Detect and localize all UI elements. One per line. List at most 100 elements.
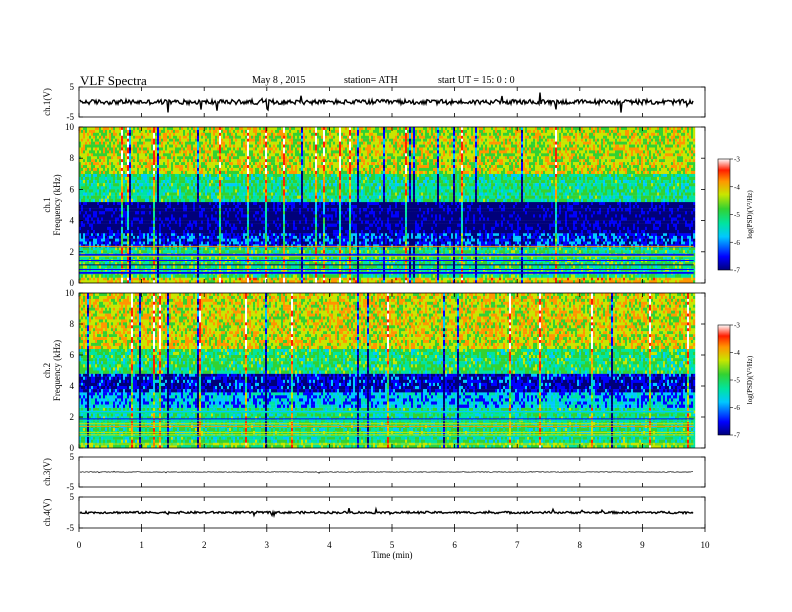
- ch1-spectrogram-cell: [81, 177, 83, 180]
- ch1-spectrogram-cell: [95, 236, 97, 239]
- ch1-spectrogram-cell: [89, 242, 91, 245]
- ch1-spectrogram-cell: [117, 180, 119, 183]
- ch1-spectrogram-cell: [119, 196, 121, 199]
- ch1-spectrogram-cell: [83, 247, 85, 250]
- ch1-spectrogram-cell: [119, 205, 121, 208]
- ch1-spectrogram-cell: [83, 199, 85, 202]
- ch1-spectrogram-cell: [113, 227, 115, 230]
- ch1-spectrogram-cell: [99, 133, 101, 136]
- ch1-spectrogram-cell: [93, 278, 95, 281]
- ch1-spectrogram-cell: [107, 165, 109, 168]
- ch1-spectrogram-cell: [103, 180, 105, 183]
- ch1-spectrogram-cell: [101, 217, 103, 220]
- ch1-spectrogram-cell: [101, 205, 103, 208]
- ch1-spectrogram-cell: [83, 221, 85, 224]
- ch1-spectrogram-cell: [89, 156, 91, 159]
- ch1-spectrogram-cell: [105, 217, 107, 220]
- ch1-spectrogram-cell: [105, 214, 107, 217]
- ch1-spectrogram-cell: [93, 133, 95, 136]
- ch1-spectrogram-cell: [103, 130, 105, 133]
- ch1-spectrogram-cell: [97, 268, 99, 271]
- ch1-spectrogram-cell: [91, 211, 93, 214]
- ch1-spectrogram-cell: [113, 247, 115, 250]
- ch1-spectrogram-cell: [81, 142, 83, 145]
- ch1-spectrogram-cell: [89, 193, 91, 196]
- ch1-waveform-trace: [80, 93, 693, 113]
- ch1-spectrogram-cell: [111, 189, 113, 192]
- figure-title: VLF Spectra: [80, 73, 147, 88]
- ch1-spectrogram-cell: [105, 242, 107, 245]
- ch1-spectrogram-cell: [111, 186, 113, 189]
- ch1-spectrogram-cell: [93, 159, 95, 162]
- ch1-spectrogram-cell: [95, 177, 97, 180]
- ch1-spectrogram-cell: [119, 156, 121, 159]
- ch1-spectrogram-cell: [85, 233, 87, 236]
- ch1-spectrogram-cell: [99, 278, 101, 281]
- ch1-spectrogram-cell: [103, 233, 105, 236]
- ch1-spectrogram-cell: [87, 189, 89, 192]
- ch1-spectrogram-cell: [99, 183, 101, 186]
- ch1-spectrogram-cell: [85, 153, 87, 156]
- ch1-spectrogram-cell: [83, 130, 85, 133]
- ch1-spectrogram-cell: [119, 274, 121, 277]
- ch1-spectrogram-cell: [115, 239, 117, 242]
- ch1-spectrogram-cell: [103, 136, 105, 139]
- ch1-spectrogram-cell: [83, 211, 85, 214]
- ch1-spectrogram-cell: [109, 236, 111, 239]
- ch1-spectrogram-cell: [89, 233, 91, 236]
- ch1-spectrogram-cell: [109, 136, 111, 139]
- ch1-spectrogram-cell: [113, 278, 115, 281]
- ch1-spectrogram-cell: [93, 211, 95, 214]
- ch1-spectrogram-cell: [93, 150, 95, 153]
- ch1-spectrogram-cell: [105, 168, 107, 171]
- ch1-spectrogram-cell: [91, 250, 93, 253]
- ch1-spectrogram-cell: [87, 133, 89, 136]
- ch1-spectrogram-cell: [109, 221, 111, 224]
- ch1-spectrogram-cell: [91, 183, 93, 186]
- ch1-spectrogram-cell: [83, 186, 85, 189]
- ch1-spectrogram-cell: [115, 227, 117, 230]
- ch1-spectrogram-cell: [113, 196, 115, 199]
- ch1-spectrogram-cell: [93, 247, 95, 250]
- ch1-spectrogram-cell: [95, 221, 97, 224]
- ch1-spectrogram-cell: [103, 278, 105, 281]
- ch1-spectrogram-cell: [119, 127, 121, 130]
- ch1-spectrogram-cell: [101, 239, 103, 242]
- ch1-spectrogram-cell: [95, 183, 97, 186]
- ch1-spectrogram-cell: [113, 214, 115, 217]
- ch1-spectrogram-cell: [113, 130, 115, 133]
- ch1-spectrogram-cell: [99, 199, 101, 202]
- ch1-spectrogram-cell: [103, 199, 105, 202]
- ch1-spectrogram-cell: [81, 236, 83, 239]
- ch1-spectrogram-cell: [115, 217, 117, 220]
- ch1-spectrogram-cell: [89, 136, 91, 139]
- ch1-waveform-panel: ch.1(V)5-5: [42, 82, 705, 122]
- ch1-spectrogram-cell: [89, 274, 91, 277]
- ch1-spectrogram-cell: [81, 274, 83, 277]
- ch1-spectrogram-cell: [117, 133, 119, 136]
- ch1-spectrogram-cell: [119, 214, 121, 217]
- ch1-spectrogram-cell: [83, 208, 85, 211]
- ch1-spectrogram-cell: [99, 230, 101, 233]
- ch1-spectrogram-cell: [97, 217, 99, 220]
- ch1-spectrogram-cell: [113, 139, 115, 142]
- ch1-spectrogram-cell: [115, 186, 117, 189]
- ch1-spectrogram-cell: [81, 233, 83, 236]
- ch1-spectrogram-cell: [81, 199, 83, 202]
- ch1-spectrogram-cell: [107, 130, 109, 133]
- ch1-spectrogram-cell: [83, 142, 85, 145]
- ch1-spectrogram-cell: [93, 242, 95, 245]
- ch1-spectrogram-cell: [87, 174, 89, 177]
- ch1-spectrogram-cell: [103, 162, 105, 165]
- ch1-spectrogram-cell: [121, 239, 123, 242]
- ch1-spectrogram-cell: [113, 145, 115, 148]
- ch1-spectrogram-cell: [93, 180, 95, 183]
- ch1-spectrogram-cell: [107, 242, 109, 245]
- ch1-spectrogram-cell: [83, 236, 85, 239]
- ch1-spectrogram-cell: [97, 162, 99, 165]
- ch1-spectrogram-cell: [101, 139, 103, 142]
- ch1-spectrogram-cell: [107, 224, 109, 227]
- ch1-spectrogram-cell: [85, 247, 87, 250]
- ch1-spectrogram-cell: [99, 256, 101, 259]
- ch1-spectrogram-cell: [93, 189, 95, 192]
